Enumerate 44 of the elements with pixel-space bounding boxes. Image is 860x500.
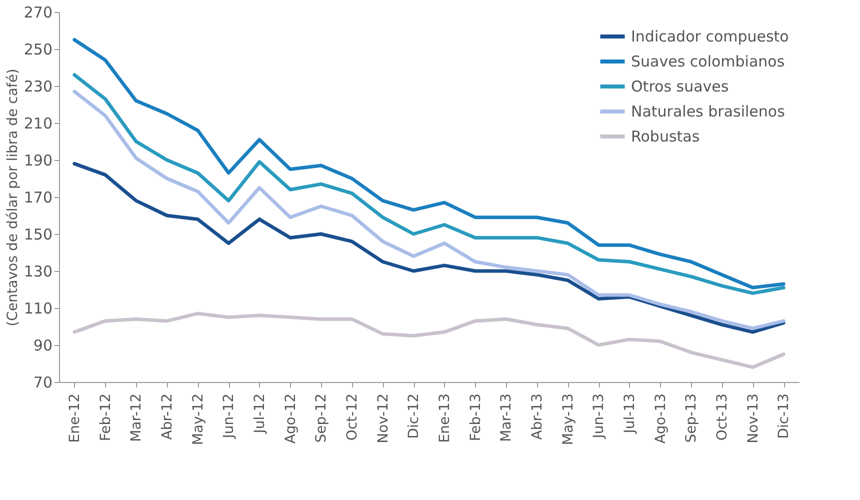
- x-tick-label: Abr-13: [529, 394, 546, 440]
- x-tick-label: Jun-13: [591, 394, 608, 440]
- x-tick-label: Nov-13: [745, 394, 762, 444]
- x-tick-label: Oct-12: [344, 394, 360, 441]
- x-tick-label: Nov-12: [375, 394, 392, 444]
- y-tick-label: 90: [33, 336, 52, 354]
- x-tick-label: Ene-13: [436, 394, 453, 443]
- legend-label: Otros suaves: [631, 78, 729, 96]
- x-tick-label: Feb-12: [98, 394, 114, 442]
- x-tick-label: Ago-12: [282, 394, 299, 444]
- x-tick-label: Sep-12: [314, 394, 330, 443]
- x-tick-label: Jun-12: [221, 394, 238, 440]
- y-axis-title: (Centavos de dólar por libra de café): [4, 68, 21, 326]
- x-tick-label: Oct-13: [714, 394, 730, 441]
- y-tick-label: 110: [24, 300, 52, 318]
- x-tick-label: Dic-12: [406, 394, 422, 439]
- x-tick-label: Jul-13: [622, 394, 638, 434]
- legend-label: Naturales brasilenos: [631, 102, 786, 120]
- y-tick-label: 210: [24, 114, 52, 132]
- x-tick-label: Dic-13: [776, 394, 792, 439]
- y-tick-label: 70: [33, 374, 52, 392]
- y-tick-label: 230: [24, 78, 52, 96]
- y-tick-label: 270: [24, 4, 52, 22]
- legend-label: Indicador compuesto: [631, 28, 789, 46]
- x-tick-label: Jul-12: [252, 394, 268, 434]
- y-tick-label: 250: [24, 40, 52, 58]
- x-tick-label: Mar-12: [128, 394, 145, 442]
- y-tick-label: 130: [24, 262, 52, 280]
- x-tick-label: Abr-12: [159, 394, 176, 440]
- line-series: [72, 312, 786, 369]
- y-tick-label: 150: [24, 226, 52, 244]
- y-tick-label: 170: [24, 188, 52, 206]
- x-tick-label: Feb-13: [468, 394, 484, 442]
- x-tick-label: Sep-13: [684, 394, 700, 443]
- legend-label: Suaves colombianos: [631, 52, 785, 70]
- line-series: [72, 73, 786, 295]
- legend-label: Robustas: [631, 128, 700, 146]
- line-series: [72, 162, 786, 334]
- x-tick-label: May-12: [190, 394, 206, 446]
- x-tick-label: Mar-13: [498, 394, 515, 442]
- x-tick-label: May-13: [560, 394, 576, 446]
- x-tick-label: Ene-12: [66, 394, 83, 443]
- x-tick-label: Ago-13: [652, 394, 669, 444]
- y-tick-label: 190: [24, 152, 52, 170]
